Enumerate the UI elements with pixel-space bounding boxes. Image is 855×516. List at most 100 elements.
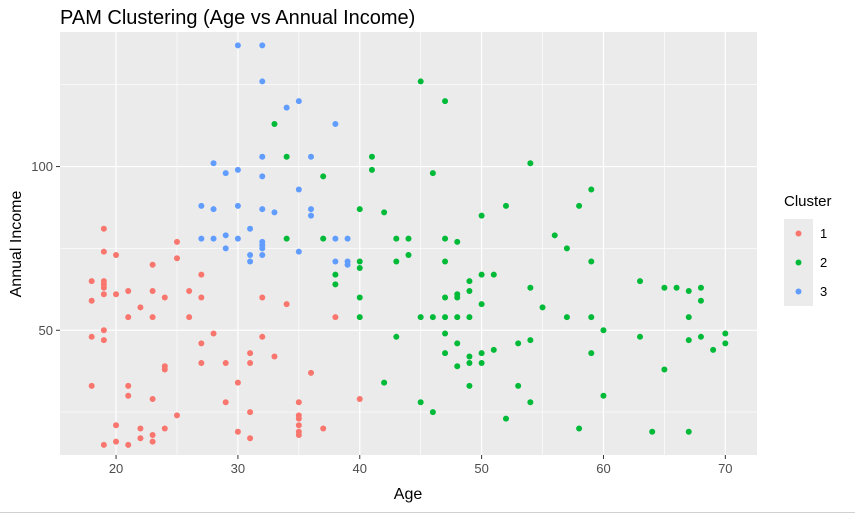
data-point-cluster-1 (198, 340, 205, 347)
data-point-cluster-2 (466, 382, 473, 389)
legend-label-3: 3 (820, 284, 827, 299)
data-point-cluster-1 (295, 415, 302, 422)
data-point-cluster-1 (137, 304, 144, 311)
data-point-cluster-1 (186, 287, 193, 294)
data-point-cluster-2 (539, 304, 546, 311)
data-point-cluster-1 (161, 425, 168, 432)
data-point-cluster-2 (588, 258, 595, 265)
plot-panel (60, 32, 757, 455)
data-point-cluster-2 (637, 333, 644, 340)
data-point-cluster-2 (551, 232, 558, 239)
data-point-cluster-2 (478, 360, 485, 367)
data-point-cluster-2 (442, 235, 449, 242)
data-point-cluster-3 (259, 78, 266, 85)
data-point-cluster-2 (527, 399, 534, 406)
data-point-cluster-1 (210, 330, 217, 337)
data-point-cluster-1 (295, 422, 302, 429)
data-point-cluster-1 (222, 399, 229, 406)
data-point-cluster-3 (308, 206, 315, 213)
data-point-cluster-3 (210, 206, 217, 213)
data-point-cluster-2 (710, 346, 717, 353)
data-point-cluster-1 (283, 301, 290, 308)
y-axis-title: Annual Income (8, 191, 25, 298)
data-point-cluster-1 (332, 314, 339, 321)
data-point-cluster-1 (113, 422, 120, 429)
data-point-cluster-1 (259, 294, 266, 301)
data-point-cluster-3 (259, 251, 266, 258)
data-point-cluster-3 (332, 235, 339, 242)
x-tick-label: 50 (474, 461, 488, 476)
legend-swatch-2 (795, 259, 802, 266)
data-point-cluster-1 (149, 314, 156, 321)
chart-title: PAM Clustering (Age vs Annual Income) (60, 7, 415, 29)
data-point-cluster-2 (405, 251, 412, 258)
data-point-cluster-3 (295, 186, 302, 193)
data-point-cluster-1 (198, 271, 205, 278)
data-point-cluster-1 (100, 291, 107, 298)
data-point-cluster-2 (588, 186, 595, 193)
data-point-cluster-3 (344, 261, 351, 268)
data-point-cluster-1 (222, 360, 229, 367)
data-point-cluster-2 (466, 314, 473, 321)
data-point-cluster-2 (332, 271, 339, 278)
data-point-cluster-3 (247, 251, 254, 258)
data-point-cluster-2 (600, 392, 607, 399)
data-point-cluster-1 (125, 314, 132, 321)
data-point-cluster-2 (442, 294, 449, 301)
data-point-cluster-3 (308, 153, 315, 160)
data-point-cluster-1 (149, 438, 156, 445)
data-point-cluster-2 (685, 287, 692, 294)
data-point-cluster-1 (247, 360, 254, 367)
data-point-cluster-1 (173, 412, 180, 419)
data-point-cluster-2 (649, 428, 656, 435)
data-point-cluster-2 (466, 287, 473, 294)
data-point-cluster-2 (429, 170, 436, 177)
data-point-cluster-2 (442, 258, 449, 265)
data-point-cluster-3 (222, 232, 229, 239)
data-point-cluster-2 (356, 314, 363, 321)
data-point-cluster-2 (576, 202, 583, 209)
data-point-cluster-1 (100, 441, 107, 448)
x-tick-label: 60 (596, 461, 610, 476)
data-point-cluster-3 (332, 258, 339, 265)
data-point-cluster-1 (149, 396, 156, 403)
data-point-cluster-1 (247, 435, 254, 442)
data-point-cluster-2 (442, 330, 449, 337)
legend-label-1: 1 (820, 226, 827, 241)
data-point-cluster-1 (125, 287, 132, 294)
data-point-cluster-2 (515, 340, 522, 347)
data-point-cluster-3 (271, 209, 278, 216)
data-point-cluster-2 (466, 278, 473, 285)
data-point-cluster-1 (320, 425, 327, 432)
data-point-cluster-1 (100, 327, 107, 334)
data-point-cluster-2 (515, 382, 522, 389)
data-point-cluster-2 (454, 238, 461, 245)
data-point-cluster-1 (356, 396, 363, 403)
data-point-cluster-2 (478, 350, 485, 357)
data-point-cluster-1 (247, 409, 254, 416)
legend-title: Cluster (784, 193, 832, 210)
data-point-cluster-2 (527, 284, 534, 291)
legend-swatch-1 (795, 230, 802, 237)
data-point-cluster-1 (247, 350, 254, 357)
data-point-cluster-1 (113, 251, 120, 258)
data-point-cluster-3 (210, 235, 217, 242)
x-tick-label: 40 (353, 461, 367, 476)
data-point-cluster-2 (697, 297, 704, 304)
data-point-cluster-2 (478, 212, 485, 219)
data-point-cluster-2 (722, 340, 729, 347)
legend: Cluster 1 2 3 (784, 193, 832, 306)
data-point-cluster-1 (149, 261, 156, 268)
data-point-cluster-1 (137, 435, 144, 442)
data-point-cluster-2 (466, 360, 473, 367)
data-point-cluster-1 (198, 360, 205, 367)
data-point-cluster-3 (210, 160, 217, 167)
data-point-cluster-2 (271, 120, 278, 127)
data-point-cluster-1 (100, 248, 107, 255)
data-point-cluster-3 (259, 245, 266, 252)
data-point-cluster-2 (393, 333, 400, 340)
data-point-cluster-1 (125, 441, 132, 448)
x-tick-label: 30 (231, 461, 245, 476)
data-point-cluster-3 (259, 153, 266, 160)
data-point-cluster-2 (685, 428, 692, 435)
